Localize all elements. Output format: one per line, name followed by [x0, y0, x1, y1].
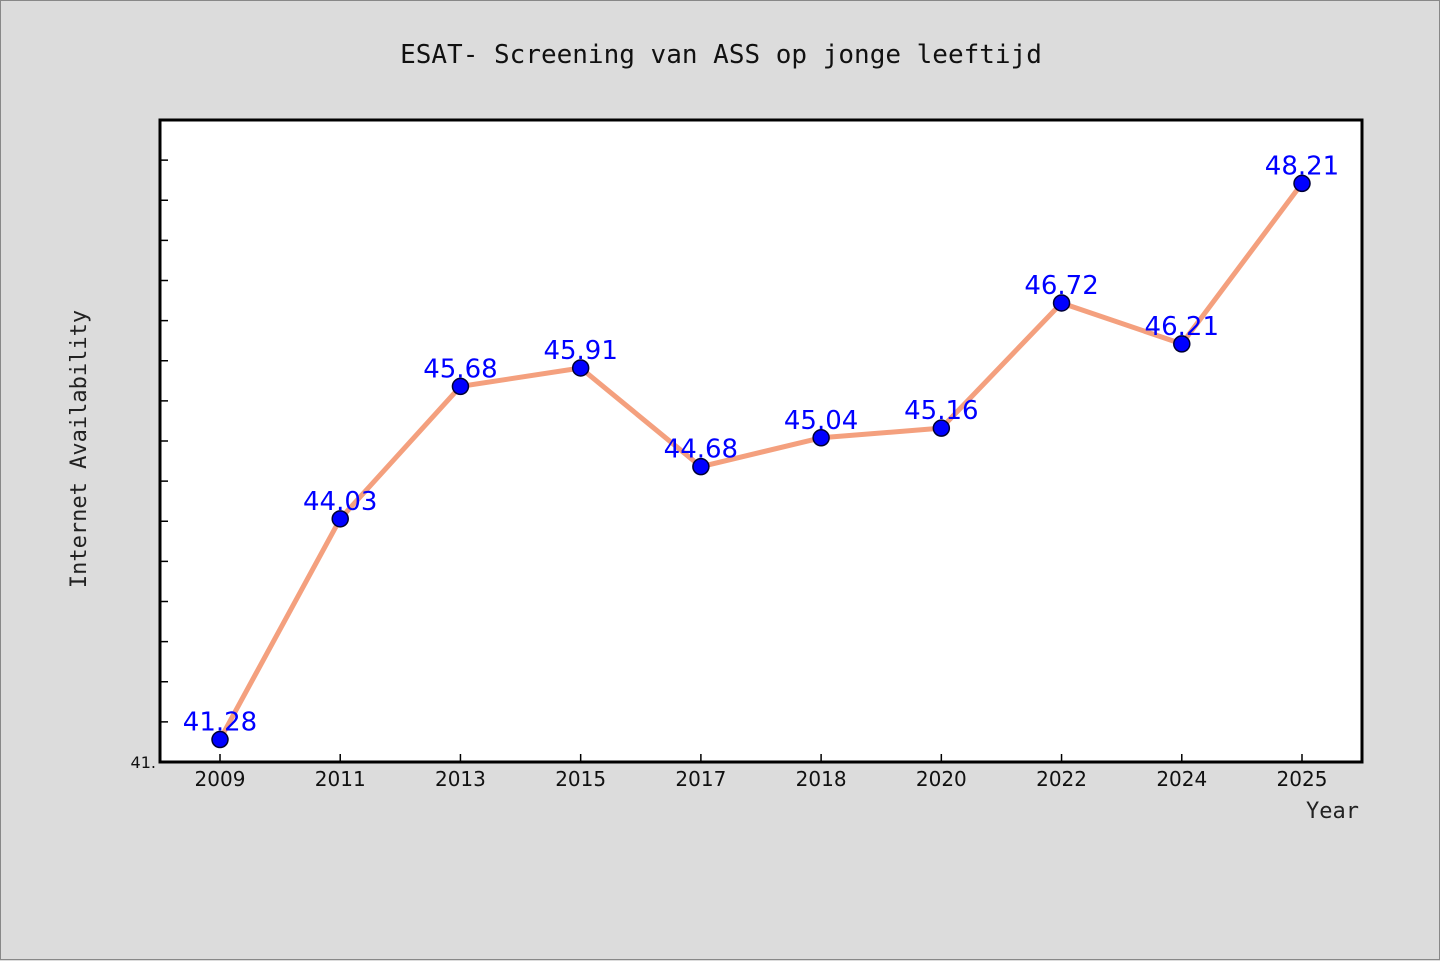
data-point	[1052, 294, 1071, 312]
data-point	[451, 377, 470, 396]
x-tick-label: 2018	[796, 767, 847, 791]
x-axis-ticks: 2009 2011 2013 2015 2017 2018 2020 2022 2024 2025	[195, 754, 1328, 791]
x-tick-label: 2017	[675, 767, 726, 791]
chart-title: ESAT- Screening van ASS op jonge leeftij…	[400, 40, 1042, 70]
x-tick-label: 2025	[1277, 767, 1328, 791]
plot-area	[158, 118, 1364, 764]
data-point	[331, 510, 349, 528]
y-axis-ticks: 41.	[131, 119, 168, 772]
x-tick-label: 2024	[1156, 767, 1207, 791]
x-tick-label: 2009	[195, 767, 246, 791]
x-axis-title: Year	[1306, 799, 1359, 824]
data-point	[932, 419, 951, 437]
x-tick-label: 2013	[435, 767, 486, 791]
x-tick-label: 2015	[555, 767, 606, 791]
x-tick-label: 2020	[916, 767, 967, 791]
data-point	[211, 730, 229, 749]
y-axis-title: Internet Availability	[67, 310, 92, 588]
x-tick-label: 2011	[315, 767, 366, 791]
y-tick-label: 41.	[131, 753, 156, 772]
x-tick-label: 2022	[1036, 767, 1087, 791]
data-point	[692, 457, 710, 476]
data-point	[1293, 174, 1311, 193]
data-point	[1173, 335, 1191, 353]
data-point	[571, 359, 590, 377]
data-point	[812, 429, 830, 447]
series-line	[217, 180, 1305, 743]
